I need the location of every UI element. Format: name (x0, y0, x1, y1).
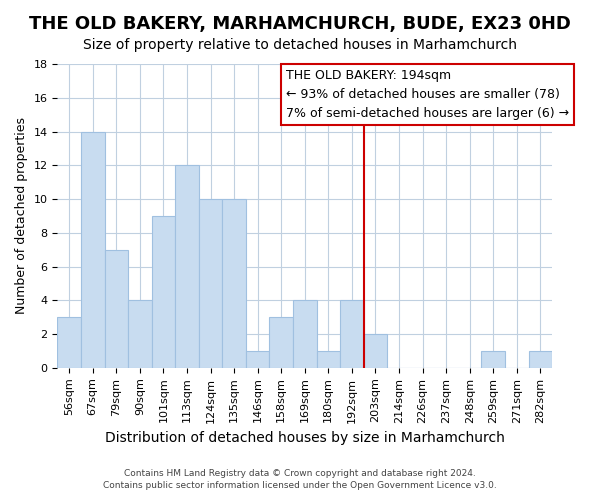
Bar (152, 216, 175, 368)
Y-axis label: Number of detached properties: Number of detached properties (15, 118, 28, 314)
Bar (104, 250, 128, 368)
Bar (175, 166, 199, 368)
Text: Contains HM Land Registry data © Crown copyright and database right 2024.
Contai: Contains HM Land Registry data © Crown c… (103, 468, 497, 490)
Text: Size of property relative to detached houses in Marhamchurch: Size of property relative to detached ho… (83, 38, 517, 52)
Bar (364, 334, 387, 368)
Bar (222, 199, 246, 368)
Bar (340, 300, 364, 368)
Bar (481, 351, 505, 368)
Bar (199, 199, 222, 368)
Bar (128, 300, 152, 368)
Bar (293, 300, 317, 368)
Text: THE OLD BAKERY, MARHAMCHURCH, BUDE, EX23 0HD: THE OLD BAKERY, MARHAMCHURCH, BUDE, EX23… (29, 15, 571, 33)
Bar (81, 132, 104, 368)
Bar (269, 317, 293, 368)
X-axis label: Distribution of detached houses by size in Marhamchurch: Distribution of detached houses by size … (105, 431, 505, 445)
Bar (529, 351, 552, 368)
Bar (317, 351, 340, 368)
Bar (58, 317, 81, 368)
Text: THE OLD BAKERY: 194sqm
← 93% of detached houses are smaller (78)
7% of semi-deta: THE OLD BAKERY: 194sqm ← 93% of detached… (286, 69, 569, 120)
Bar (246, 351, 269, 368)
